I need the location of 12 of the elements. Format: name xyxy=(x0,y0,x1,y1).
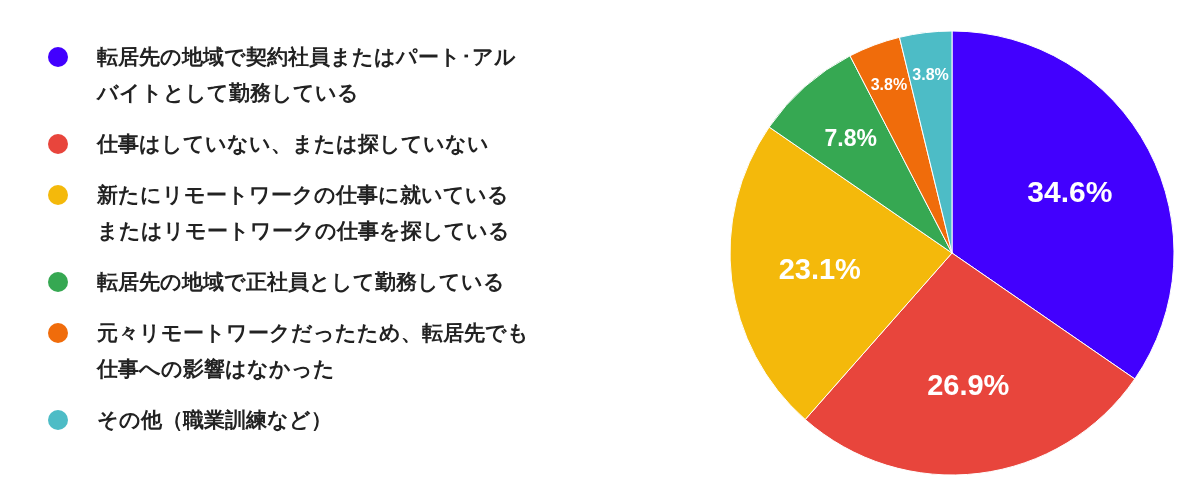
data-label: 3.8% xyxy=(870,76,908,94)
legend-label: 転居先の地域で正社員として勤務している xyxy=(97,270,505,294)
legend-label: 転居先の地域で契約社員またはパート･アルバイトとして勤務している xyxy=(96,45,516,105)
data-label: 3.8% xyxy=(912,65,949,83)
data-label: 26.9% xyxy=(927,369,1010,402)
legend-label: その他（職業訓練など） xyxy=(97,408,332,432)
legend-label: 仕事はしていない、または探していない xyxy=(96,132,489,156)
data-label: 23.1% xyxy=(778,253,862,286)
legend-label: 元々リモートワークだったため、転居先でも仕事への影響はなかった xyxy=(96,321,529,381)
legend-label: 新たにリモートワークの仕事に就いているまたはリモートワークの仕事を探している xyxy=(96,183,510,243)
data-label: 34.6% xyxy=(1027,174,1113,208)
data-label: 7.8% xyxy=(824,125,877,152)
